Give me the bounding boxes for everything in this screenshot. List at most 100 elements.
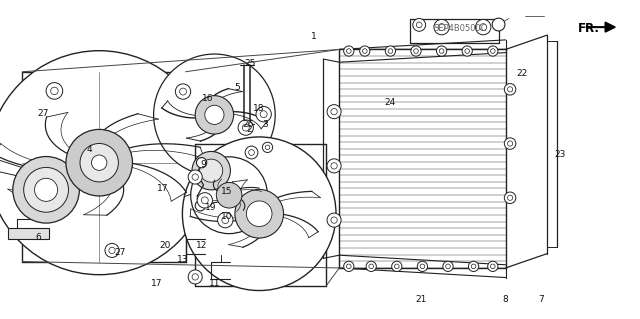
Circle shape: [0, 51, 211, 275]
Circle shape: [504, 138, 516, 149]
Circle shape: [417, 22, 422, 28]
Circle shape: [392, 261, 402, 271]
Circle shape: [413, 19, 426, 31]
Text: 21: 21: [415, 295, 427, 304]
Text: SEP4B0500C: SEP4B0500C: [434, 24, 488, 33]
Text: 22: 22: [516, 69, 527, 78]
Circle shape: [468, 261, 479, 271]
Circle shape: [222, 217, 228, 224]
Circle shape: [202, 197, 208, 204]
Circle shape: [265, 145, 270, 150]
Circle shape: [238, 120, 253, 135]
Text: 7: 7: [538, 295, 543, 304]
Circle shape: [331, 217, 337, 223]
Circle shape: [205, 105, 224, 124]
Circle shape: [413, 49, 419, 53]
Text: 9: 9: [201, 160, 206, 169]
Text: 27: 27: [38, 109, 49, 118]
Circle shape: [420, 264, 425, 269]
Text: 8: 8: [503, 295, 508, 304]
Circle shape: [256, 107, 271, 122]
Circle shape: [504, 84, 516, 95]
Circle shape: [344, 261, 354, 271]
Circle shape: [394, 264, 399, 269]
Circle shape: [192, 152, 230, 190]
Circle shape: [51, 87, 58, 95]
Text: 3: 3: [263, 120, 268, 129]
Text: 17: 17: [157, 184, 169, 193]
Circle shape: [443, 261, 453, 271]
Circle shape: [488, 261, 498, 271]
Text: 11: 11: [209, 279, 220, 288]
Circle shape: [66, 130, 132, 196]
Circle shape: [362, 49, 367, 53]
Circle shape: [508, 141, 513, 146]
Text: 20: 20: [159, 241, 171, 250]
Circle shape: [438, 24, 445, 31]
Text: 26: 26: [243, 120, 254, 129]
Circle shape: [417, 261, 428, 271]
Circle shape: [46, 83, 63, 99]
Circle shape: [192, 174, 198, 180]
Circle shape: [344, 46, 354, 56]
Circle shape: [24, 167, 68, 212]
Circle shape: [488, 46, 498, 56]
Circle shape: [182, 137, 336, 291]
Text: 5: 5: [234, 83, 239, 92]
Text: 13: 13: [177, 256, 188, 264]
Text: 4: 4: [87, 145, 92, 154]
Circle shape: [188, 170, 202, 184]
Circle shape: [218, 212, 233, 228]
Circle shape: [192, 274, 198, 280]
Circle shape: [35, 178, 58, 201]
Circle shape: [260, 111, 267, 118]
Circle shape: [195, 201, 205, 211]
Text: 19: 19: [205, 203, 217, 212]
Circle shape: [175, 84, 191, 99]
Polygon shape: [8, 228, 49, 239]
Circle shape: [196, 97, 233, 133]
Circle shape: [462, 46, 472, 56]
Circle shape: [388, 49, 393, 53]
Circle shape: [105, 243, 119, 257]
Circle shape: [465, 49, 470, 53]
Circle shape: [180, 88, 186, 95]
Circle shape: [346, 264, 351, 269]
Circle shape: [346, 49, 351, 53]
Text: 6: 6: [36, 233, 41, 242]
Circle shape: [200, 159, 223, 182]
Circle shape: [109, 247, 115, 254]
Circle shape: [439, 49, 444, 53]
Circle shape: [490, 49, 495, 53]
Text: 18: 18: [253, 104, 265, 113]
Text: 2: 2: [247, 125, 252, 134]
Circle shape: [13, 157, 79, 223]
Text: 16: 16: [202, 94, 214, 103]
Circle shape: [245, 146, 258, 159]
Circle shape: [327, 159, 341, 173]
Circle shape: [471, 264, 476, 269]
Text: 23: 23: [554, 150, 566, 159]
Circle shape: [235, 189, 284, 238]
Circle shape: [262, 142, 273, 152]
Circle shape: [243, 124, 249, 131]
Circle shape: [504, 192, 516, 204]
Text: 1: 1: [311, 32, 316, 41]
Circle shape: [248, 150, 255, 155]
Text: 10: 10: [221, 212, 233, 221]
Circle shape: [508, 195, 513, 200]
Circle shape: [327, 105, 341, 119]
Circle shape: [197, 193, 212, 208]
Circle shape: [385, 46, 396, 56]
Text: FR.: FR.: [578, 22, 600, 35]
Circle shape: [434, 19, 449, 35]
Text: 27: 27: [115, 248, 126, 256]
Circle shape: [480, 24, 486, 31]
Circle shape: [331, 108, 337, 115]
Circle shape: [360, 46, 370, 56]
Circle shape: [366, 261, 376, 271]
Circle shape: [492, 18, 505, 31]
Circle shape: [436, 46, 447, 56]
Circle shape: [188, 270, 202, 284]
Circle shape: [476, 19, 491, 35]
